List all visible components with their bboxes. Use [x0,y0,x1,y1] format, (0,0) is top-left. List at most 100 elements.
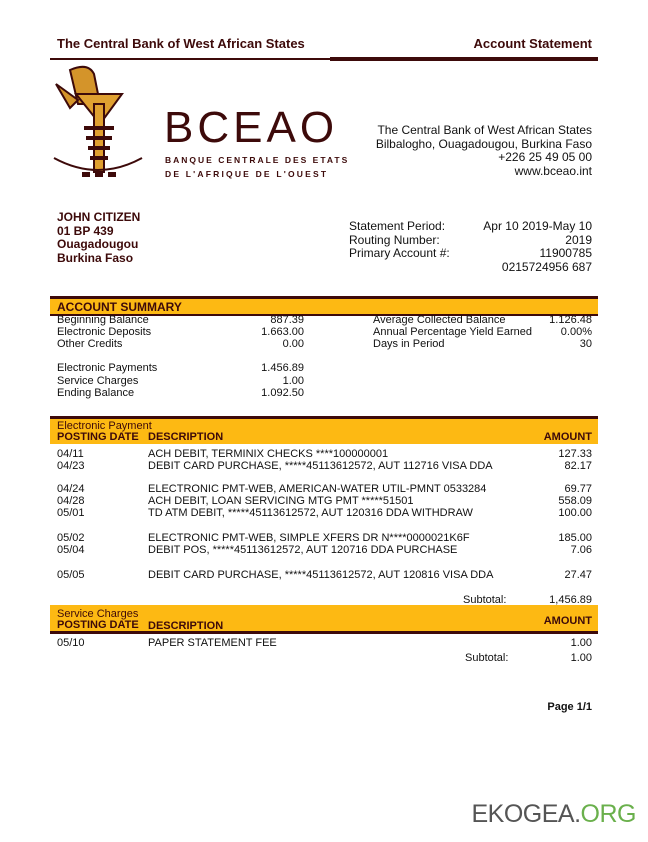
posting-date: 04/24 [57,483,85,495]
table-row: Annual Percentage Yield Earned 0.00% [0,326,648,339]
summary-value: 0.00% [560,326,592,338]
description: DEBIT POS, *****45113612572, AUT 120716 … [148,544,458,556]
posting-date: 05/05 [57,569,85,581]
posting-date: 04/28 [57,495,85,507]
summary-label: Service Charges [57,375,139,387]
table-row: 05/04 DEBIT POS, *****45113612572, AUT 12… [0,544,648,557]
bank-website: www.bceao.int [514,163,592,178]
col-amount: AMOUNT [543,431,592,443]
summary-value: 1.00 [282,375,304,387]
table-row: Electronic Deposits 1.663.00 [0,326,648,339]
header-doc-title: Account Statement [473,36,592,51]
table-row: Service Charges 1.00 [0,375,648,388]
primary-account-label: Primary Account #: [349,246,450,260]
logo-line2: DE L'AFRIQUE DE L'OUEST [165,169,329,179]
primary-account-value-2: 0215724956 687 [501,259,592,274]
summary-label: Ending Balance [57,387,135,399]
posting-date: 04/11 [57,448,84,460]
summary-value: 1.663.00 [261,326,304,338]
bank-address-name: The Central Bank of West African States [377,123,592,137]
electronic-subtotal-row: Subtotal: 1,456.89 [0,594,648,607]
summary-value: 0.00 [282,338,304,350]
customer-name: JOHN CITIZEN [57,210,141,224]
description: ACH DEBIT, LOAN SERVICING MTG PMT *****5… [148,495,414,507]
watermark-part2: ORG [580,800,637,828]
col-amount: AMOUNT [543,615,592,627]
amount: 7.06 [570,544,592,556]
posting-date: 05/04 [57,544,85,556]
summary-value: 1.092.50 [261,387,304,399]
summary-label: Electronic Deposits [57,326,152,338]
table-row: 05/10 PAPER STATEMENT FEE 1.00 [0,637,648,650]
description: ELECTRONIC PMT-WEB, AMERICAN-WATER UTIL-… [148,483,487,495]
table-row: 05/05 DEBIT CARD PURCHASE, *****451136125… [0,569,648,582]
table-row: 05/01 TD ATM DEBIT, *****45113612572, AUT… [0,507,648,520]
watermark: EKOGEA.ORG [472,800,637,829]
amount: 27.47 [564,569,592,581]
statement-period-value: Apr 10 2019-May 10 [483,219,592,233]
bank-address-street: Bilbalogho, Ouagadougou, Burkina Faso [375,136,592,151]
electronic-payment-header: Electronic Payment POSTING DATE DESCRIPT… [50,416,598,444]
posting-date: 05/01 [57,507,85,519]
table-row: Other Credits 0.00 [0,338,648,351]
amount: 1.00 [570,637,592,649]
table-row: Ending Balance 1.092.50 [0,387,648,400]
summary-label: Average Collected Balance [373,314,506,326]
summary-label: Annual Percentage Yield Earned [373,326,533,338]
col-description: DESCRIPTION [148,620,224,632]
table-row: 04/23 DEBIT CARD PURCHASE, *****451136125… [0,460,648,473]
customer-city: Ouagadougou [57,237,139,251]
service-charges-title: Service Charges [57,608,139,620]
table-row: 04/24 ELECTRONIC PMT-WEB, AMERICAN-WATER … [0,483,648,496]
header-rule-left [50,58,330,60]
description: DEBIT CARD PURCHASE, *****45113612572, A… [148,460,493,472]
description: PAPER STATEMENT FEE [148,637,277,649]
table-row: Electronic Payments 1.456.89 [0,362,648,375]
table-row: Beginning Balance 887.39 [0,314,648,327]
amount: 100.00 [558,507,592,519]
routing-number-value: 2019 [565,232,592,247]
table-row: 05/02 ELECTRONIC PMT-WEB, SIMPLE XFERS DR… [0,532,648,545]
description: TD ATM DEBIT, *****45113612572, AUT 1203… [148,507,473,519]
statement-period-label: Statement Period: [349,219,446,233]
description: ACH DEBIT, TERMINIX CHECKS ****100000001 [148,448,389,460]
routing-number-label: Routing Number: [349,232,440,247]
summary-value: 887.39 [270,314,304,326]
header-rule-right [330,57,598,61]
customer-address: JOHN CITIZEN 01 BP 439 Ouagadougou Burki… [57,210,141,265]
subtotal-value: 1.00 [570,652,592,664]
summary-value: 1.456.89 [261,362,304,374]
summary-label: Electronic Payments [57,362,158,374]
subtotal-value: 1,456.89 [549,594,592,606]
logo-acronym: BCEAO [164,103,339,152]
table-row: Average Collected Balance 1.126.48 [0,314,648,327]
col-posting-date: POSTING DATE [57,619,139,631]
amount: 69.77 [564,483,592,495]
table-row: 04/11 ACH DEBIT, TERMINIX CHECKS ****1000… [0,448,648,461]
description: ELECTRONIC PMT-WEB, SIMPLE XFERS DR N***… [148,532,470,544]
watermark-part1: EKOGEA. [471,800,582,828]
bceao-emblem-logo [53,65,143,177]
bank-address: The Central Bank of West African States … [375,123,592,178]
service-subtotal-row: Subtotal: 1.00 [0,652,648,665]
summary-value: 1.126.48 [549,314,592,326]
electronic-payment-title: Electronic Payment [57,420,152,432]
bank-phone: +226 25 49 05 00 [498,150,592,164]
page-number: Page 1/1 [547,701,592,713]
amount: 127.33 [558,448,592,460]
header-bank-name: The Central Bank of West African States [57,36,305,51]
statement-info-labels: Statement Period: Routing Number: Primar… [349,219,450,261]
description: DEBIT CARD PURCHASE, *****45113612572, A… [148,569,494,581]
subtotal-label: Subtotal: [465,652,509,664]
primary-account-value: 11900785 [539,246,593,260]
customer-country: Burkina Faso [57,250,134,265]
table-row: 04/28 ACH DEBIT, LOAN SERVICING MTG PMT *… [0,495,648,508]
statement-info-values: Apr 10 2019-May 10 2019 11900785 0215724… [483,219,593,274]
logo-line1: BANQUE CENTRALE DES ETATS [165,155,350,165]
summary-value: 30 [579,338,592,350]
subtotal-label: Subtotal: [463,594,507,606]
summary-label: Days in Period [373,338,445,350]
account-summary-title: ACCOUNT SUMMARY [57,300,182,314]
amount: 558.09 [558,495,592,507]
